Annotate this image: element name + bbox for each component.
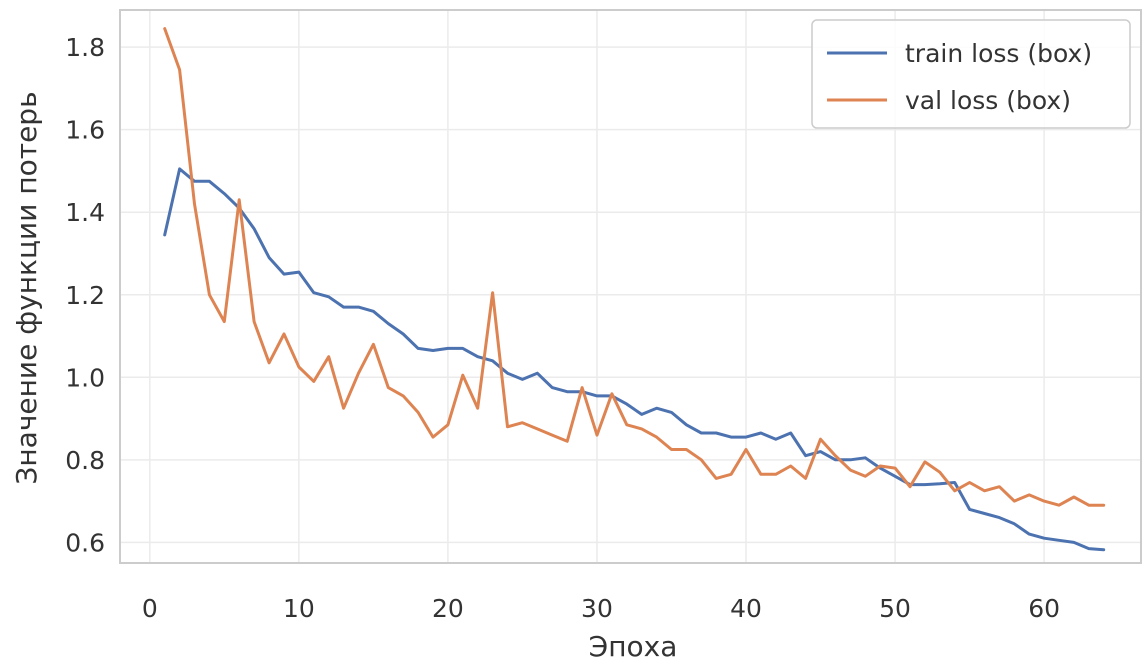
y-tick-label: 1.4 [65, 198, 105, 227]
y-tick-label: 1.8 [65, 33, 105, 62]
x-tick-label: 10 [283, 594, 315, 623]
legend: train loss (box) val loss (box) [811, 19, 1131, 129]
x-tick-label: 30 [581, 594, 613, 623]
y-tick-label: 1.2 [65, 281, 105, 310]
x-tick-label: 50 [879, 594, 911, 623]
x-tick-label: 20 [432, 594, 464, 623]
x-axis-title: Эпоха [589, 630, 678, 663]
series-group [163, 27, 1106, 552]
legend-label-train: train loss (box) [905, 39, 1092, 68]
x-tick-label: 40 [730, 594, 762, 623]
legend-label-val: val loss (box) [905, 86, 1071, 115]
y-tick-label: 1.6 [65, 116, 105, 145]
plot-frame [119, 9, 1142, 564]
y-tick-label: 1.0 [65, 363, 105, 392]
val-loss-line [163, 27, 1106, 507]
y-tick-labels: 0.6 0.8 1.0 1.2 1.4 1.6 1.8 [65, 33, 105, 557]
legend-box [811, 19, 1131, 129]
x-tick-labels: 0 10 20 30 40 50 60 [142, 594, 1060, 623]
x-tick-label: 60 [1028, 594, 1060, 623]
grid-lines [120, 10, 1141, 563]
x-tick-label: 0 [142, 594, 158, 623]
y-tick-label: 0.6 [65, 528, 105, 557]
y-tick-label: 0.8 [65, 446, 105, 475]
y-axis-title: Значение функции потерь [10, 91, 43, 484]
